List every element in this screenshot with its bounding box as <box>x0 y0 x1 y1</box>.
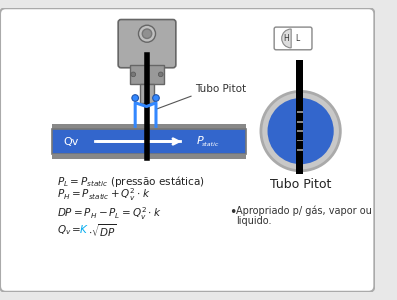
Bar <box>131 65 164 84</box>
Bar <box>52 154 246 158</box>
Text: $Q_v = $: $Q_v = $ <box>57 223 81 237</box>
Bar <box>297 149 303 151</box>
FancyBboxPatch shape <box>118 20 176 68</box>
Text: $P_L = P_{static}$ (pressão estática): $P_L = P_{static}$ (pressão estática) <box>57 174 204 189</box>
Text: $K$: $K$ <box>79 223 89 235</box>
Bar <box>297 140 303 142</box>
Bar <box>297 111 303 113</box>
Text: liquido.: liquido. <box>236 216 272 226</box>
Circle shape <box>139 25 156 42</box>
Bar <box>52 124 246 129</box>
Bar <box>296 100 303 162</box>
Text: •: • <box>229 206 236 219</box>
Circle shape <box>268 98 334 164</box>
FancyBboxPatch shape <box>274 27 312 50</box>
Bar <box>52 129 246 154</box>
Circle shape <box>131 72 136 77</box>
Text: Tubo Pitot: Tubo Pitot <box>195 84 246 94</box>
Circle shape <box>132 95 139 101</box>
Text: L: L <box>296 34 300 43</box>
Text: P: P <box>197 136 203 146</box>
Bar <box>140 84 154 103</box>
Text: Tubo Pitot: Tubo Pitot <box>270 178 331 191</box>
Circle shape <box>142 29 152 38</box>
Circle shape <box>158 72 163 77</box>
Text: $P_H = P_{static} + Q_v^2 \cdot k$: $P_H = P_{static} + Q_v^2 \cdot k$ <box>57 186 150 203</box>
Text: static: static <box>202 142 220 147</box>
Text: $ \cdot \sqrt{DP}$: $ \cdot \sqrt{DP}$ <box>88 223 117 239</box>
FancyBboxPatch shape <box>0 8 374 292</box>
Bar <box>296 60 303 174</box>
Bar <box>297 121 303 123</box>
Bar <box>297 130 303 132</box>
Text: H: H <box>283 34 289 43</box>
Text: $DP = P_H - P_L = Q_v^2 \cdot k$: $DP = P_H - P_L = Q_v^2 \cdot k$ <box>57 206 161 222</box>
Circle shape <box>153 95 159 101</box>
Text: Apropriado p/ gás, vapor ou: Apropriado p/ gás, vapor ou <box>236 206 372 216</box>
Text: Qv: Qv <box>64 137 79 147</box>
Wedge shape <box>282 29 291 48</box>
Circle shape <box>261 92 340 171</box>
